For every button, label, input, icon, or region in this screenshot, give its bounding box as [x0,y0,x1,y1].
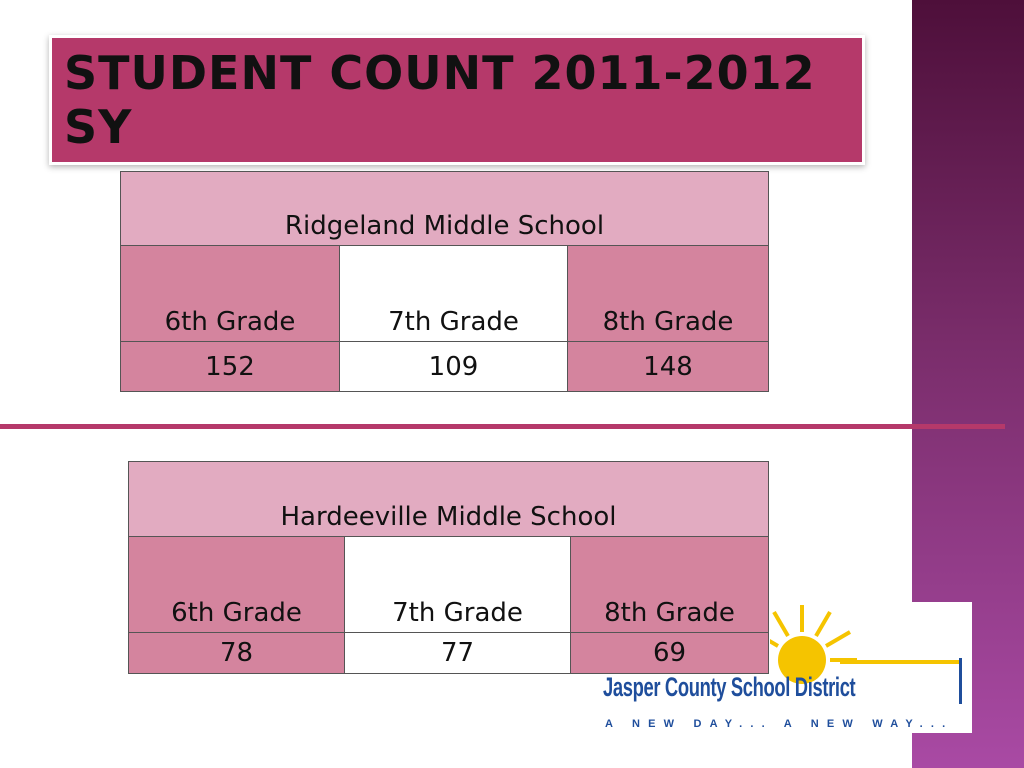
grade-header: 6th Grade [120,245,340,342]
grade-header: 6th Grade [128,536,345,633]
grade-header: 7th Grade [339,245,568,342]
grade-header: 7th Grade [344,536,571,633]
logo-tagline: A NEW DAY... A NEW WAY... [605,718,954,730]
student-count: 77 [344,632,571,674]
student-count: 78 [128,632,345,674]
logo-name: Jasper County School District [603,672,856,702]
student-count: 69 [570,632,769,674]
logo-sun [752,605,962,704]
divider [0,424,1005,429]
logo [752,602,972,733]
student-count: 152 [120,341,340,392]
grade-header: 8th Grade [570,536,769,633]
student-count: 148 [567,341,769,392]
school-header: Hardeeville Middle School [128,461,769,537]
grade-header: 8th Grade [567,245,769,342]
title-box: STUDENT COUNT 2011-2012 SY [52,38,862,162]
student-count: 109 [339,341,568,392]
school-header: Ridgeland Middle School [120,171,769,246]
title: STUDENT COUNT 2011-2012 SY [64,46,816,154]
